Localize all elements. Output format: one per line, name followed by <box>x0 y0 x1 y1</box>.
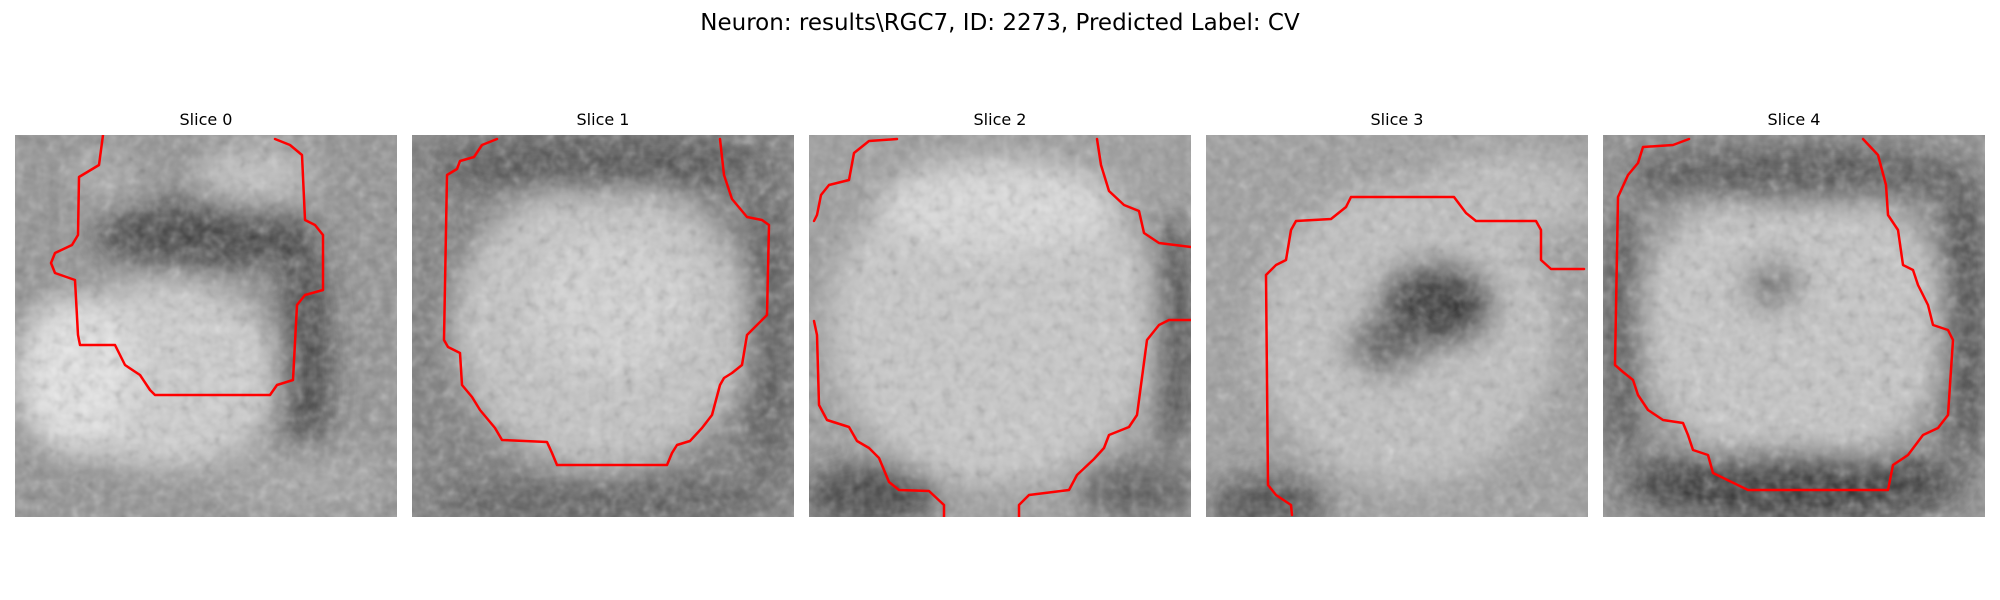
segmentation-contour <box>1613 137 1955 492</box>
pixel-noise <box>1603 135 1985 517</box>
pixel-noise <box>809 135 1191 517</box>
slice-panel-3: Slice 3 <box>1206 110 1588 520</box>
slice-image-4 <box>1603 135 1985 517</box>
slice-title-3: Slice 3 <box>1370 110 1424 129</box>
pixel-noise <box>412 135 794 517</box>
figure-title: Neuron: results\RGC7, ID: 2273, Predicte… <box>700 10 1300 36</box>
slice-panel-2: Slice 2 <box>809 110 1191 520</box>
segmentation-contour <box>1264 195 1586 517</box>
slice-panel-0: Slice 0 <box>15 110 397 520</box>
slice-title-1: Slice 1 <box>576 110 630 129</box>
slice-panel-1: Slice 1 <box>412 110 794 520</box>
segmentation-contour <box>812 137 1191 517</box>
slice-title-2: Slice 2 <box>973 110 1027 129</box>
slice-image-0 <box>15 135 397 517</box>
segmentation-contour <box>442 137 771 467</box>
pixel-noise <box>1206 135 1588 517</box>
slice-title-0: Slice 0 <box>179 110 233 129</box>
slice-title-4: Slice 4 <box>1767 110 1821 129</box>
pixel-noise <box>15 135 397 517</box>
slice-image-2 <box>809 135 1191 517</box>
slice-image-3 <box>1206 135 1588 517</box>
segmentation-contour <box>49 135 325 397</box>
slice-panel-4: Slice 4 <box>1603 110 1985 520</box>
slice-image-1 <box>412 135 794 517</box>
